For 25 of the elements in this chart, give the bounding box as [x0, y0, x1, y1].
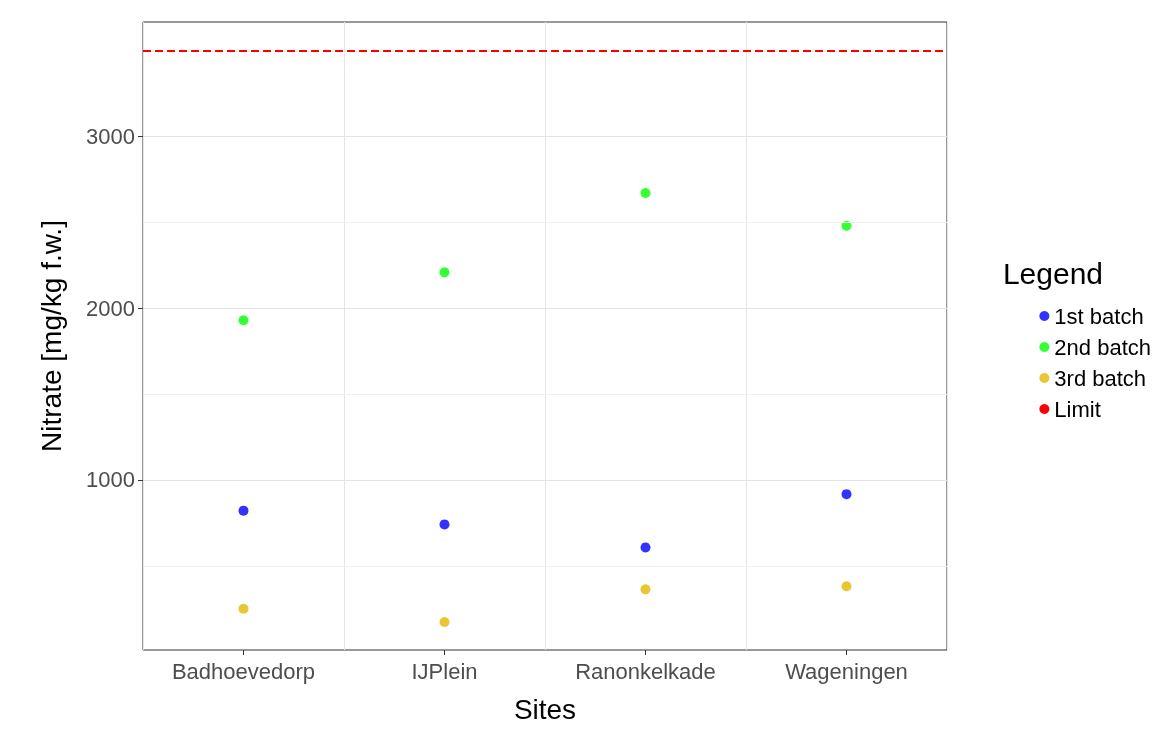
- point: [841, 489, 852, 500]
- y-axis-title: Nitrate [mg/kg f.w.]: [35, 220, 67, 452]
- point: [238, 505, 249, 516]
- point: [238, 315, 249, 326]
- legend-label: 3rd batch: [1054, 365, 1147, 391]
- point: [640, 187, 651, 198]
- y-tick-label: 3000: [86, 123, 135, 149]
- point: [640, 584, 651, 595]
- x-tick-label: Ranonkelkade: [575, 658, 716, 684]
- point: [439, 519, 450, 530]
- legend-title: Legend: [1002, 256, 1103, 290]
- point: [238, 603, 249, 614]
- point: [439, 267, 450, 278]
- legend-label: Limit: [1054, 396, 1101, 422]
- y-tick-label: 2000: [86, 295, 135, 321]
- x-tick-label: Wageningen: [785, 658, 908, 684]
- x-tick-label: Badhoevedorp: [171, 658, 316, 684]
- legend-label: 2nd batch: [1054, 334, 1151, 360]
- legend-label: 1st batch: [1054, 303, 1144, 329]
- point: [640, 542, 651, 553]
- x-tick-label: IJPlein: [411, 658, 478, 684]
- y-tick-label: 1000: [86, 467, 135, 493]
- point: [841, 581, 852, 592]
- x-axis-title: Sites: [513, 693, 577, 725]
- point: [439, 617, 450, 627]
